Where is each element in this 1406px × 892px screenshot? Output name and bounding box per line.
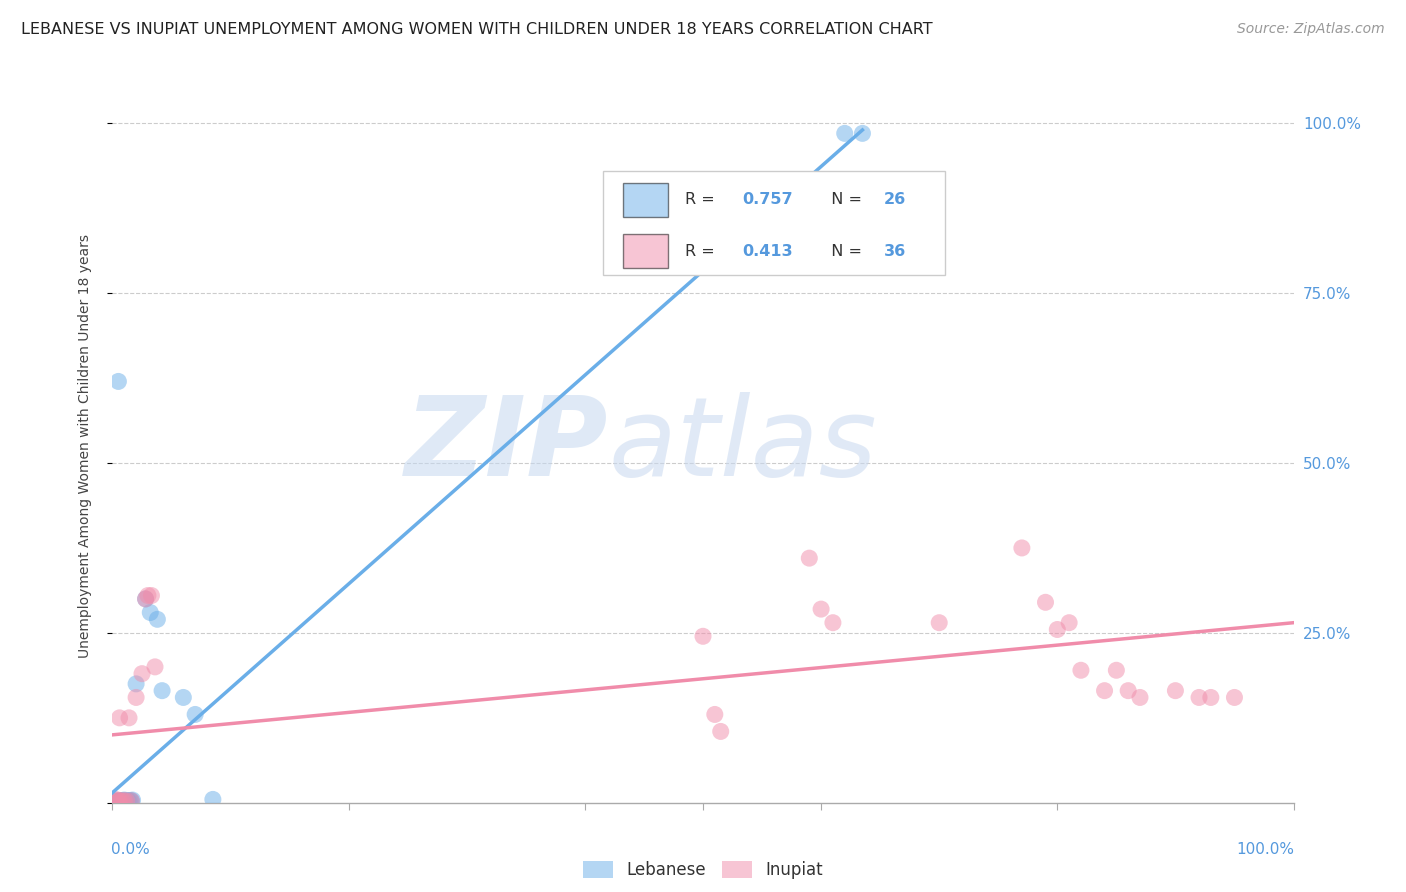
Point	[125, 690, 148, 705]
Point	[710, 724, 733, 739]
Text: 100.0%: 100.0%	[1237, 842, 1295, 857]
Point	[834, 127, 856, 141]
Point	[1046, 623, 1069, 637]
Point	[1057, 615, 1080, 630]
Point	[135, 591, 157, 606]
Point	[1188, 690, 1211, 705]
Point	[108, 794, 131, 808]
Text: 0.413: 0.413	[742, 244, 793, 259]
Point	[120, 794, 142, 808]
Point	[928, 615, 950, 630]
Point	[107, 375, 129, 389]
Point	[105, 792, 128, 806]
Point	[1094, 683, 1116, 698]
FancyBboxPatch shape	[623, 183, 668, 217]
Point	[1223, 690, 1246, 705]
Point	[121, 793, 143, 807]
Text: 26: 26	[884, 193, 905, 207]
Point	[810, 602, 832, 616]
Point	[821, 615, 844, 630]
Point	[117, 794, 139, 808]
Point	[108, 794, 131, 808]
Point	[1199, 690, 1222, 705]
Text: 0.757: 0.757	[742, 193, 793, 207]
Point	[104, 794, 127, 808]
FancyBboxPatch shape	[603, 171, 945, 275]
Text: LEBANESE VS INUPIAT UNEMPLOYMENT AMONG WOMEN WITH CHILDREN UNDER 18 YEARS CORREL: LEBANESE VS INUPIAT UNEMPLOYMENT AMONG W…	[21, 22, 932, 37]
Point	[131, 666, 153, 681]
Point	[1116, 683, 1139, 698]
Point	[703, 707, 725, 722]
Text: 0.0%: 0.0%	[111, 842, 150, 857]
Point	[1105, 663, 1128, 677]
Point	[136, 589, 159, 603]
Point	[1129, 690, 1152, 705]
Point	[799, 551, 821, 566]
Point	[1164, 683, 1187, 698]
Point	[107, 795, 129, 809]
Point	[105, 794, 128, 808]
Point	[115, 794, 138, 808]
Text: ZIP: ZIP	[405, 392, 609, 500]
Point	[118, 794, 141, 808]
Point	[851, 127, 873, 141]
Point	[172, 690, 194, 705]
Point	[120, 794, 142, 808]
Point	[201, 792, 224, 806]
Point	[135, 591, 157, 606]
Text: Source: ZipAtlas.com: Source: ZipAtlas.com	[1237, 22, 1385, 37]
Point	[111, 794, 134, 808]
Point	[1011, 541, 1033, 555]
Point	[111, 794, 134, 808]
Point	[141, 589, 163, 603]
Point	[110, 794, 132, 808]
Point	[108, 711, 131, 725]
Point	[115, 794, 138, 808]
Point	[1035, 595, 1057, 609]
Point	[184, 707, 207, 722]
Text: atlas: atlas	[609, 392, 877, 500]
Point	[118, 711, 141, 725]
Point	[104, 794, 127, 808]
Point	[112, 793, 135, 807]
Text: R =: R =	[685, 193, 720, 207]
Point	[150, 683, 173, 698]
Text: 36: 36	[884, 244, 905, 259]
Point	[143, 660, 166, 674]
Point	[692, 629, 714, 643]
Point	[112, 794, 135, 808]
Point	[1070, 663, 1092, 677]
Point	[107, 794, 129, 808]
Legend: Lebanese, Inupiat: Lebanese, Inupiat	[576, 854, 830, 886]
Point	[112, 794, 135, 808]
FancyBboxPatch shape	[623, 234, 668, 268]
Point	[139, 606, 162, 620]
Text: R =: R =	[685, 244, 720, 259]
Point	[146, 612, 169, 626]
Point	[105, 794, 128, 808]
Text: N =: N =	[821, 193, 868, 207]
Point	[125, 677, 148, 691]
Text: N =: N =	[821, 244, 868, 259]
Y-axis label: Unemployment Among Women with Children Under 18 years: Unemployment Among Women with Children U…	[77, 234, 91, 658]
Point	[120, 794, 142, 808]
